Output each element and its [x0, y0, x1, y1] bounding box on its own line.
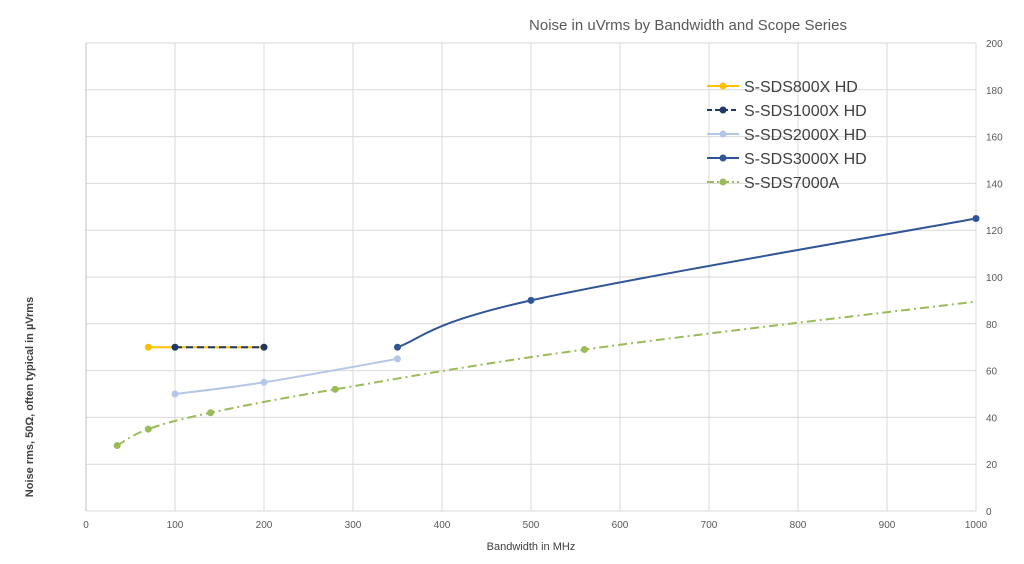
data-point — [527, 296, 535, 304]
series-s-sds3000x-hd — [394, 215, 980, 351]
legend-label: S-SDS1000X HD — [744, 103, 867, 120]
x-tick-label: 900 — [879, 520, 896, 531]
y-tick-label: 140 — [986, 179, 1003, 190]
data-point — [171, 343, 179, 351]
legend-label: S-SDS800X HD — [744, 79, 858, 96]
x-tick-label: 0 — [83, 520, 89, 531]
legend-swatch-marker — [719, 178, 727, 186]
y-tick-label: 200 — [986, 39, 1003, 50]
data-point — [207, 409, 215, 417]
legend-item: S-SDS800X HD — [707, 79, 858, 96]
legend-swatch-marker — [719, 82, 727, 90]
y-tick-label: 180 — [986, 86, 1003, 97]
data-point — [260, 378, 268, 386]
x-tick-label: 100 — [167, 520, 184, 531]
y-tick-label: 20 — [986, 460, 998, 471]
data-point — [331, 385, 339, 393]
data-point — [144, 343, 152, 351]
data-point — [260, 343, 268, 351]
data-point — [171, 390, 179, 398]
y-tick-label: 80 — [986, 320, 998, 331]
series-s-sds2000x-hd — [171, 355, 401, 398]
x-tick-label: 400 — [434, 520, 451, 531]
data-point — [580, 346, 588, 354]
series-line — [397, 217, 977, 349]
data-point — [113, 441, 121, 449]
y-tick-label: 100 — [986, 273, 1003, 284]
legend-swatch-marker — [719, 106, 727, 114]
legend: S-SDS800X HD S-SDS1000X HD S-SDS2000X HD S-… — [707, 79, 867, 192]
series-line — [116, 300, 977, 447]
legend-item: S-SDS7000A — [707, 175, 839, 192]
data-point — [394, 343, 401, 351]
legend-item: S-SDS3000X HD — [707, 151, 867, 168]
y-tick-label: 40 — [986, 413, 998, 424]
x-tick-label: 1000 — [965, 520, 988, 531]
legend-item: S-SDS2000X HD — [707, 127, 867, 144]
legend-item: S-SDS1000X HD — [707, 103, 867, 120]
y-tick-label: 0 — [986, 507, 992, 518]
y-axis-label: Noise rms, 50Ω, often typical in µVrms — [24, 297, 36, 497]
legend-swatch-marker — [719, 154, 727, 162]
data-point — [144, 425, 152, 433]
y-tick-label: 60 — [986, 367, 998, 378]
series-group — [113, 215, 980, 449]
x-tick-label: 200 — [256, 520, 273, 531]
x-tick-label: 600 — [612, 520, 629, 531]
x-tick-labels: 0 100 200 300 400 500 600 700 800 900 1000 — [83, 520, 987, 531]
series-s-sds7000a — [113, 300, 977, 449]
chart-title: Noise in uVrms by Bandwidth and Scope Se… — [529, 17, 847, 34]
series-s-sds800x-hd — [144, 343, 268, 351]
data-point — [394, 355, 401, 363]
legend-label: S-SDS7000A — [744, 175, 839, 192]
gridlines — [85, 42, 977, 512]
y-tick-label: 120 — [986, 226, 1003, 237]
x-tick-label: 800 — [790, 520, 807, 531]
data-point — [972, 215, 980, 222]
x-axis-label: Bandwidth in MHz — [487, 541, 576, 553]
legend-swatch-marker — [719, 130, 727, 138]
x-tick-label: 500 — [523, 520, 540, 531]
x-tick-label: 300 — [345, 520, 362, 531]
legend-label: S-SDS2000X HD — [744, 127, 867, 144]
series-line — [174, 357, 398, 395]
series-s-sds1000x-hd — [171, 343, 268, 351]
y-tick-labels: 0 20 40 60 80 100 120 140 160 180 200 — [986, 39, 1003, 518]
y-tick-label: 160 — [986, 133, 1003, 144]
x-tick-label: 700 — [701, 520, 718, 531]
legend-label: S-SDS3000X HD — [744, 151, 867, 168]
